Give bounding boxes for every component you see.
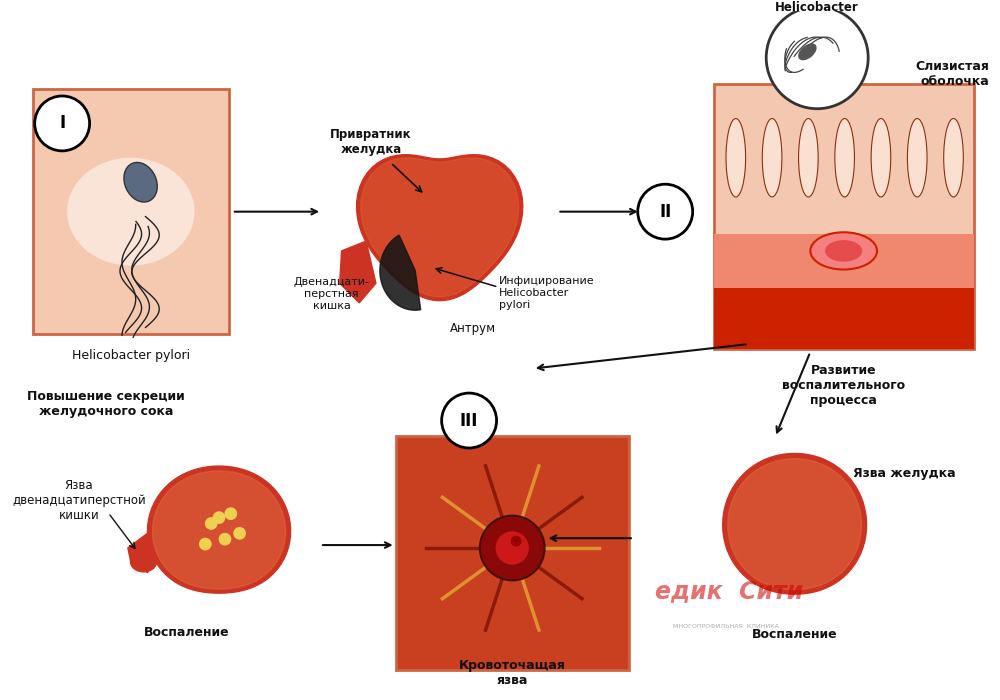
Polygon shape (361, 158, 519, 297)
Polygon shape (152, 471, 286, 589)
Text: Язва
двенадцатиперстной
кишки: Язва двенадцатиперстной кишки (12, 480, 146, 522)
Text: III: III (460, 412, 478, 430)
Text: Воспаление: Воспаление (144, 626, 229, 640)
Circle shape (480, 516, 545, 580)
Text: Повышение секреции
желудочного сока: Повышение секреции желудочного сока (27, 390, 185, 418)
Text: Развитие
воспалительного
процесса: Развитие воспалительного процесса (782, 364, 905, 407)
Ellipse shape (762, 118, 782, 197)
Text: Инфицирование
Helicobacter
pylori: Инфицирование Helicobacter pylori (499, 276, 594, 309)
Text: Воспаление: Воспаление (752, 629, 837, 641)
Polygon shape (380, 235, 421, 310)
Circle shape (35, 96, 90, 151)
Ellipse shape (944, 118, 963, 197)
Text: Привратник
желудка: Привратник желудка (330, 128, 412, 156)
Text: МНОГОПРОФИЛЬНАЯ  КЛИНИКА: МНОГОПРОФИЛЬНАЯ КЛИНИКА (673, 624, 779, 629)
Text: Двенадцати-
перстная
кишка: Двенадцати- перстная кишка (294, 277, 370, 311)
Text: Язва желудка: Язва желудка (853, 467, 956, 480)
Circle shape (766, 7, 868, 108)
Circle shape (638, 184, 693, 239)
Ellipse shape (798, 43, 817, 60)
FancyBboxPatch shape (714, 234, 974, 288)
FancyBboxPatch shape (714, 288, 974, 349)
FancyBboxPatch shape (33, 89, 229, 334)
Circle shape (511, 536, 522, 547)
Text: Кровоточащая
язва: Кровоточащая язва (459, 659, 566, 687)
Circle shape (205, 517, 218, 530)
Ellipse shape (871, 118, 891, 197)
Text: Helicobacter pylori: Helicobacter pylori (72, 349, 190, 362)
Polygon shape (728, 458, 862, 589)
Ellipse shape (810, 232, 877, 270)
Circle shape (199, 538, 212, 550)
FancyBboxPatch shape (396, 436, 629, 670)
Text: II: II (659, 203, 671, 220)
Ellipse shape (726, 118, 746, 197)
FancyBboxPatch shape (714, 84, 974, 349)
Circle shape (213, 511, 225, 524)
Circle shape (233, 527, 246, 540)
Text: I: I (59, 114, 65, 132)
Ellipse shape (835, 118, 854, 197)
Circle shape (219, 533, 231, 545)
Ellipse shape (825, 240, 862, 262)
Ellipse shape (67, 158, 195, 265)
Polygon shape (357, 155, 523, 300)
Ellipse shape (124, 162, 157, 202)
Polygon shape (147, 466, 291, 593)
Ellipse shape (799, 118, 818, 197)
Polygon shape (340, 241, 376, 303)
Ellipse shape (130, 551, 157, 573)
Polygon shape (128, 533, 163, 573)
Circle shape (496, 531, 529, 565)
Text: Слизистая
оболочка: Слизистая оболочка (915, 60, 989, 88)
Ellipse shape (907, 118, 927, 197)
Text: едик  Сити: едик Сити (655, 579, 803, 603)
Polygon shape (723, 454, 867, 594)
Text: Helicobacter
pylori: Helicobacter pylori (775, 1, 859, 29)
Circle shape (442, 393, 497, 448)
Circle shape (224, 508, 237, 520)
Text: Антрум: Антрум (449, 323, 496, 335)
